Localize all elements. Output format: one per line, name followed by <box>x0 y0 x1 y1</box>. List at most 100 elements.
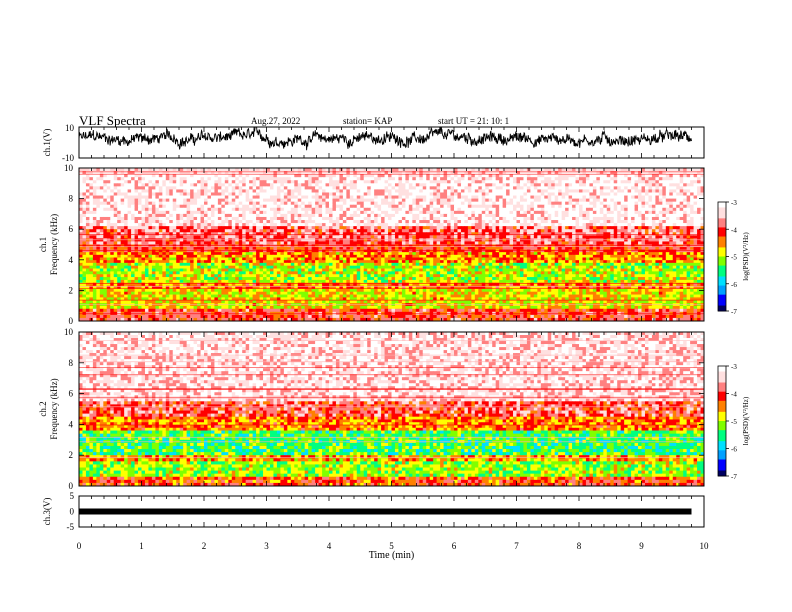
ch1-spectrogram-cell <box>419 183 424 187</box>
ch1-spectrogram-cell <box>103 226 108 230</box>
ch1-spectrogram-cell <box>315 220 319 224</box>
ch1-spectrogram-cell <box>679 229 684 233</box>
ch1-spectrogram-cell <box>228 177 233 181</box>
ch1-spectrogram-cell <box>488 247 493 250</box>
ch1-spectrogram-cell <box>405 189 410 193</box>
ch1-spectrogram-cell <box>141 226 146 230</box>
ch1-spectrogram-cell <box>322 226 326 230</box>
ch1-spectrogram-cell <box>533 201 538 206</box>
ch1-spectrogram-cell <box>631 235 635 239</box>
ch1-spectrogram-cell <box>290 238 295 242</box>
ch1-spectrogram-cell <box>447 238 451 242</box>
ch1-spectrogram-cell <box>624 235 629 239</box>
ch1-spectrogram-cell <box>502 223 507 227</box>
ch1-spectrogram-cell <box>235 183 240 187</box>
ch1-spectrogram-cell <box>426 195 431 199</box>
ch1-spectrogram-cell <box>269 226 274 230</box>
ch1-spectrogram-cell <box>589 238 594 242</box>
ch1-spectrogram-cell <box>287 213 292 218</box>
ch1-spectrogram-cell <box>214 195 219 199</box>
ch1-spectrogram-cell <box>322 201 326 206</box>
ch1-spectrogram-cell <box>401 216 406 221</box>
ch1-spectrogram-cell <box>502 238 507 242</box>
ch1-spectrogram-cell <box>370 189 375 193</box>
ch1-spectrogram-cell <box>474 238 479 242</box>
ch1-spectrogram-cell <box>276 213 281 218</box>
ch1-spectrogram-cell <box>308 195 313 199</box>
ch1-spectrogram-cell <box>603 220 608 224</box>
ch1-spectrogram-cell <box>485 247 490 250</box>
ch1-spectrogram-cell <box>280 244 285 248</box>
ch1-spectrogram-cell <box>124 235 129 239</box>
ch1-spectrogram-cell <box>214 204 219 209</box>
ch1-spectrogram-cell <box>419 216 424 221</box>
ch1-spectrogram-cell <box>492 247 497 250</box>
ch1-spectrogram-cell <box>294 183 299 187</box>
ch1-spectrogram-cell <box>131 235 135 239</box>
ch1-spectrogram-cell <box>339 207 344 212</box>
ch1-spectrogram-cell <box>426 183 431 187</box>
ch1-spectrogram-cell <box>155 183 160 187</box>
ch1-spectrogram-cell <box>92 241 97 245</box>
ch1-spectrogram-cell <box>349 216 354 221</box>
ch1-spectrogram-cell <box>235 186 240 190</box>
ch1-spectrogram-cell <box>415 238 420 242</box>
ch1-spectrogram-cell <box>151 180 156 184</box>
ch1-spectrogram-cell <box>346 180 351 184</box>
ch1-spectrogram-cell <box>422 195 427 199</box>
ch1-spectrogram-cell <box>148 189 153 193</box>
ch1-spectrogram-cell <box>370 186 375 190</box>
ch1-spectrogram-cell <box>259 241 264 245</box>
ch1-spectrogram-cell <box>200 220 205 224</box>
ch1-spectrogram-cell <box>641 192 646 196</box>
ch1-spectrogram-cell <box>214 220 219 224</box>
ch1-spectrogram-cell <box>249 183 254 187</box>
ch1-spectrogram-cell <box>103 229 108 233</box>
ch1-spectrogram-cell <box>249 247 254 250</box>
ch1-spectrogram-cell <box>325 186 330 190</box>
ch1-spectrogram-cell <box>204 189 208 193</box>
ch1-spectrogram-cell <box>464 198 469 203</box>
ch1-spectrogram-cell <box>339 247 344 250</box>
ch1-spectrogram-cell <box>499 213 504 218</box>
ch1-spectrogram-cell <box>162 241 167 245</box>
ch1-spectrogram-cell <box>613 223 618 227</box>
ch1-spectrogram-cell <box>460 220 465 224</box>
ch1-spectrogram-cell <box>297 210 302 215</box>
ch1-spectrogram-cell <box>429 204 434 209</box>
ch1-spectrogram-cell <box>280 216 285 221</box>
ch1-spectrogram-cell <box>283 229 288 233</box>
ch1-spectrogram-cell <box>367 223 372 227</box>
ch1-spectrogram-cell <box>662 241 667 245</box>
ch1-spectrogram-cell <box>516 186 521 190</box>
ch1-spectrogram-cell <box>148 192 153 196</box>
ch1-spectrogram-cell <box>506 189 510 193</box>
ch1-spectrogram-cell <box>617 241 622 245</box>
ch1-spectrogram-cell <box>422 201 427 206</box>
ch1-spectrogram-cell <box>464 207 469 212</box>
ch1-spectrogram-cell <box>210 244 215 248</box>
ch1-spectrogram-cell <box>349 192 354 196</box>
ch1-spectrogram-cell <box>367 198 372 203</box>
ch1-spectrogram-cell <box>197 207 201 212</box>
ch1-spectrogram-cell <box>339 226 344 230</box>
ch1-spectrogram-cell <box>335 180 340 184</box>
ch1-spectrogram-cell <box>506 186 510 190</box>
ch1-spectrogram-cell <box>408 171 413 175</box>
ch1-spectrogram-cell <box>697 201 701 206</box>
ch1-spectrogram-cell <box>596 223 601 227</box>
ch1-spectrogram-cell <box>551 183 556 187</box>
ch1-spectrogram-cell <box>210 226 215 230</box>
ch1-spectrogram-cell <box>488 198 493 203</box>
ch1-spectrogram-cell <box>596 183 601 187</box>
ch1-spectrogram-cell <box>474 223 479 227</box>
ch1-spectrogram-cell <box>412 186 417 190</box>
ch1-spectrogram-cell <box>585 216 590 221</box>
ch1-spectrogram-cell <box>113 216 118 221</box>
ch1-spectrogram-cell <box>322 223 326 227</box>
ch1-spectrogram-cell <box>151 238 156 242</box>
ch1-spectrogram-cell <box>401 207 406 212</box>
ch1-spectrogram-cell <box>183 226 188 230</box>
ch1-spectrogram-cell <box>138 238 142 242</box>
ch1-spectrogram-cell <box>106 232 111 236</box>
